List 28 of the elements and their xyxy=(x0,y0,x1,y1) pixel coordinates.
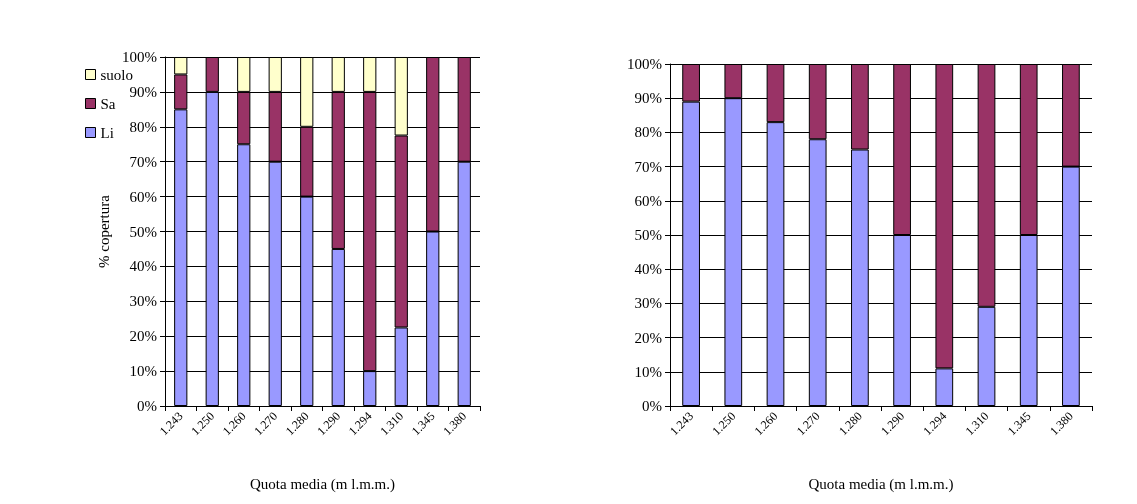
y-tick-label: 60% xyxy=(129,188,157,205)
y-tick-label: 10% xyxy=(634,363,662,380)
y-tick-label: 100% xyxy=(122,49,157,65)
y-tick-label: 100% xyxy=(627,56,662,72)
y-tick-label: 50% xyxy=(129,223,157,240)
y-tick-label: 0% xyxy=(642,398,662,414)
y-tick-label: 40% xyxy=(129,258,157,275)
legend-label: suolo xyxy=(100,66,134,83)
legend-label: Sa xyxy=(100,95,116,112)
y-tick-label: 80% xyxy=(634,124,662,141)
y-tick-label: 20% xyxy=(634,329,662,346)
y-tick-label: 70% xyxy=(634,158,662,175)
y-tick-label: 60% xyxy=(634,192,662,209)
y-tick-label: 20% xyxy=(129,328,157,345)
legend-label: Li xyxy=(100,124,114,141)
y-tick-label: 30% xyxy=(634,295,662,312)
x-axis-title: Quota media (m l.m.m.) xyxy=(250,475,395,493)
y-axis-title: % copertura xyxy=(95,194,112,268)
y-tick-label: 10% xyxy=(129,363,157,380)
y-tick-label: 50% xyxy=(634,227,662,243)
x-axis-title: Quota media (m l.m.m.) xyxy=(808,475,954,493)
y-tick-label: 30% xyxy=(129,293,157,310)
y-tick-label: 0% xyxy=(137,398,157,414)
y-tick-label: 40% xyxy=(634,261,662,278)
y-tick-label: 70% xyxy=(129,153,157,170)
y-tick-label: 90% xyxy=(634,90,662,107)
y-tick-label: 90% xyxy=(129,83,157,100)
y-tick-label: 80% xyxy=(129,118,157,135)
